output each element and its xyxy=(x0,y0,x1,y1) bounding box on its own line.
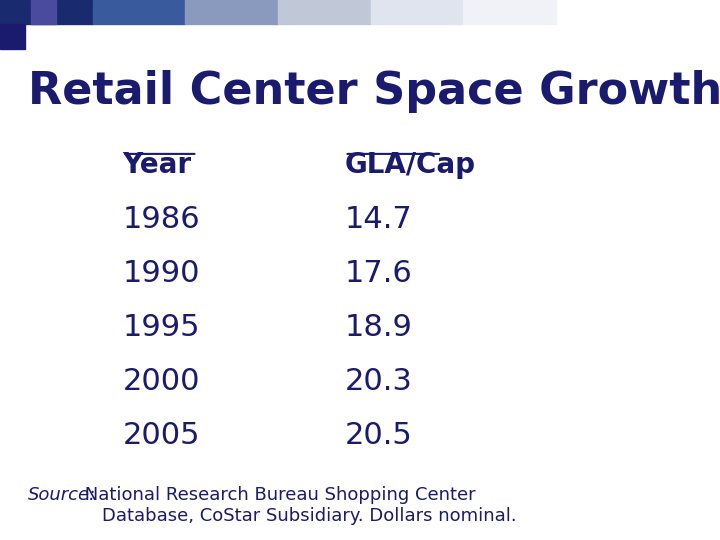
Bar xyxy=(30,0,55,24)
Text: 1990: 1990 xyxy=(122,259,199,288)
Bar xyxy=(463,0,556,24)
Bar xyxy=(278,0,371,24)
Text: 2000: 2000 xyxy=(122,367,199,396)
Text: 20.3: 20.3 xyxy=(345,367,413,396)
Text: GLA/Cap: GLA/Cap xyxy=(345,151,476,179)
Text: 2005: 2005 xyxy=(122,421,199,450)
Text: Source:: Source: xyxy=(28,486,96,504)
Text: 17.6: 17.6 xyxy=(345,259,413,288)
Bar xyxy=(0,24,25,49)
Bar xyxy=(371,0,463,24)
Text: Retail Center Space Growth: Retail Center Space Growth xyxy=(28,70,720,113)
Text: 1995: 1995 xyxy=(122,313,199,342)
Text: 14.7: 14.7 xyxy=(345,205,413,234)
Text: 1986: 1986 xyxy=(122,205,200,234)
Text: 18.9: 18.9 xyxy=(345,313,413,342)
Text: Year: Year xyxy=(122,151,192,179)
Bar xyxy=(93,0,185,24)
Text: 20.5: 20.5 xyxy=(345,421,413,450)
Bar xyxy=(185,0,278,24)
Bar xyxy=(0,0,93,24)
Text: National Research Bureau Shopping Center
    Database, CoStar Subsidiary. Dollar: National Research Bureau Shopping Center… xyxy=(79,486,516,525)
